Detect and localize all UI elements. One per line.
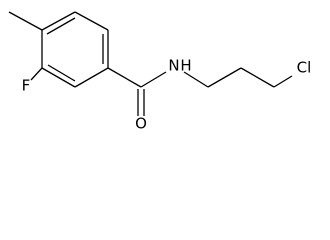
atom-label: H [180, 57, 191, 75]
atom-label: O [135, 115, 147, 133]
atom-label: F [22, 77, 31, 95]
structure-diagram: F O N H Cl [8, 11, 312, 133]
bonds [8, 11, 293, 116]
atom-label: Cl [297, 59, 312, 77]
atom-label: N [168, 57, 179, 75]
